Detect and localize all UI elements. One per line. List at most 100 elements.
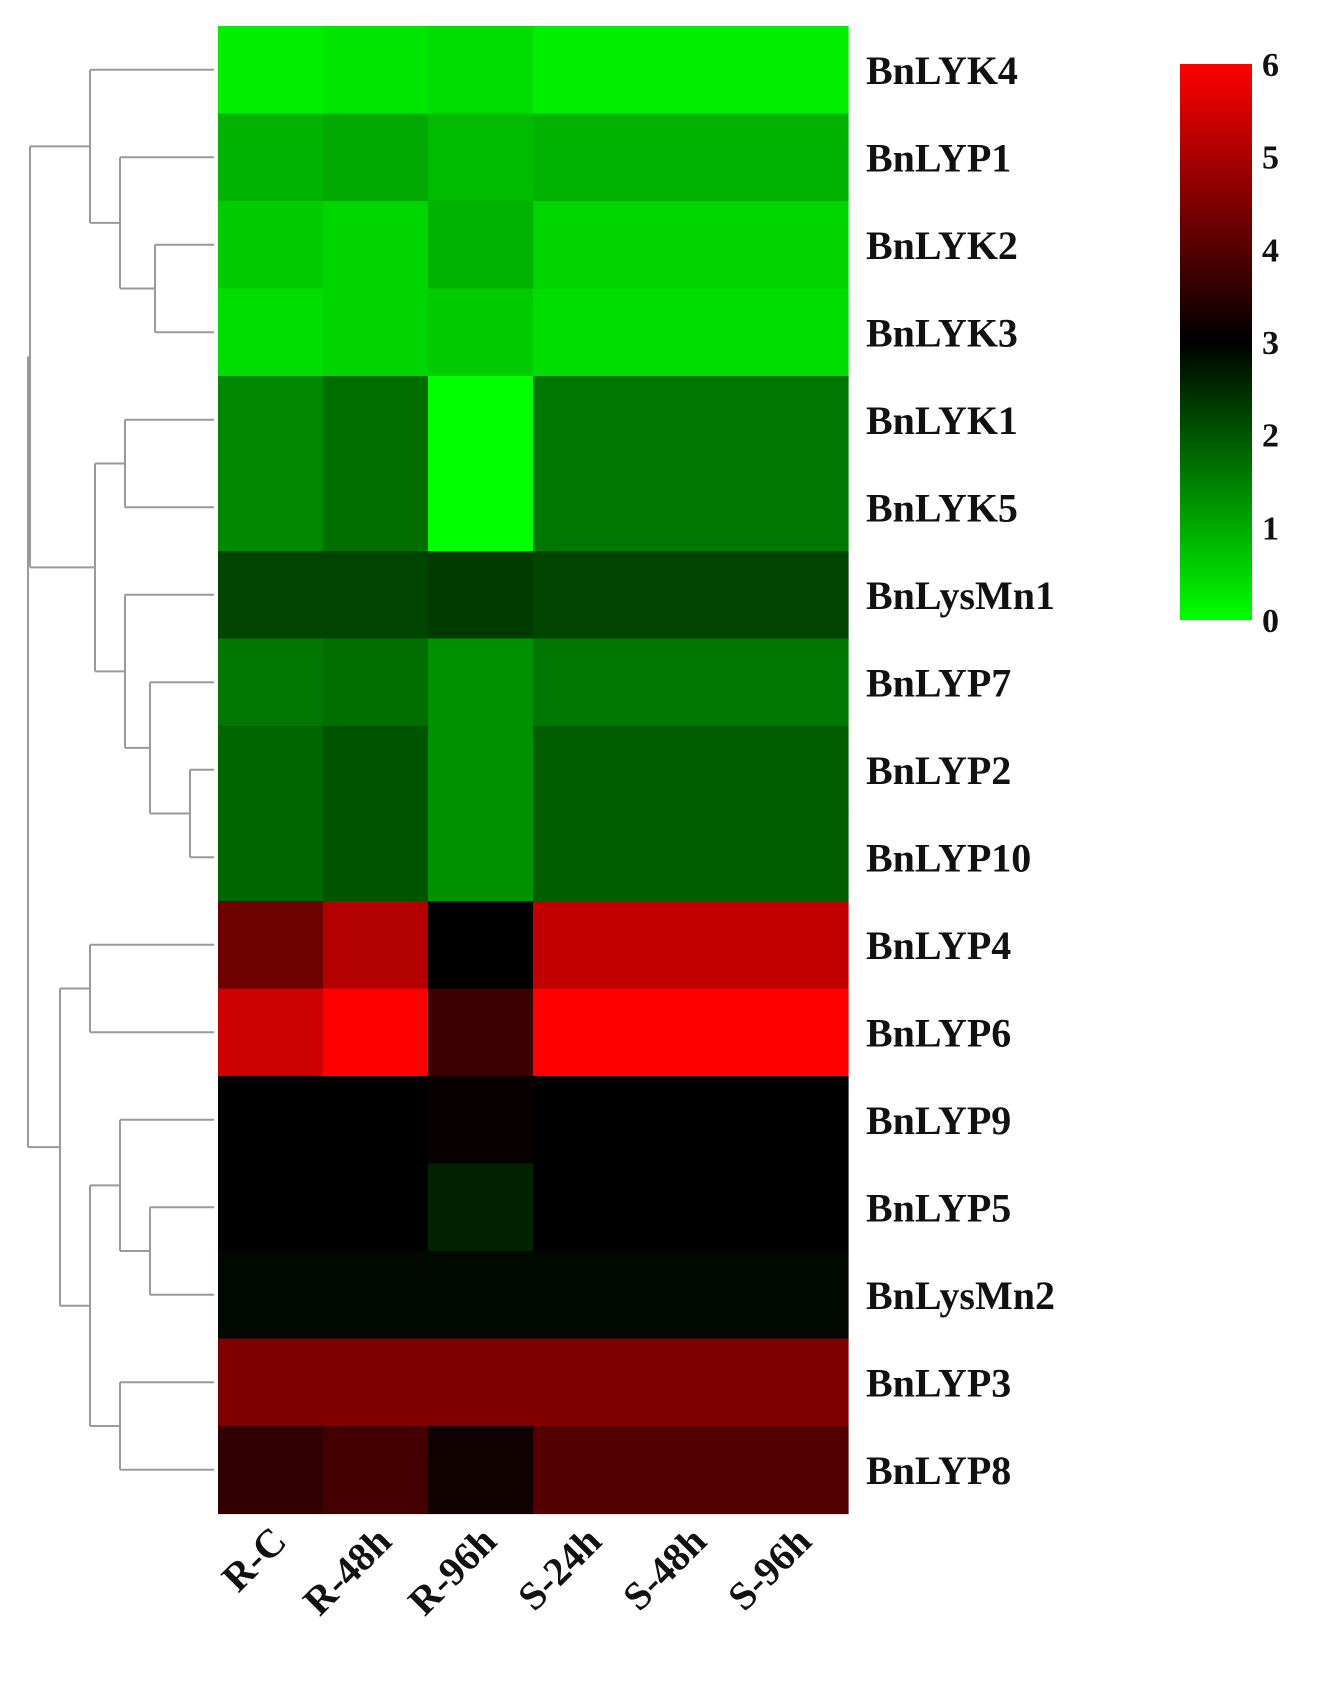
heatmap-cell	[533, 813, 639, 902]
heatmap-cell	[218, 988, 324, 1077]
heatmap-cell	[743, 1426, 849, 1515]
heatmap-cell	[743, 288, 849, 377]
color-scale-bar	[1180, 64, 1252, 620]
heatmap-cell	[323, 113, 429, 202]
row-label: BnLYK3	[866, 310, 1018, 355]
heatmap-cell	[323, 551, 429, 640]
heatmap-cell	[323, 288, 429, 377]
heatmap-cell	[218, 376, 324, 465]
heatmap-cell	[428, 113, 534, 202]
heatmap-cell	[428, 1338, 534, 1427]
row-label: BnLYK2	[866, 223, 1018, 268]
row-label: BnLYP6	[866, 1010, 1011, 1055]
heatmap-cell	[743, 813, 849, 902]
column-label: R-C	[213, 1518, 295, 1600]
color-scale-legend: 0 1 2 3 4 5 6	[1180, 47, 1279, 640]
heatmap-cell	[218, 1076, 324, 1165]
heatmap-cell	[218, 113, 324, 202]
heatmap-cell	[533, 638, 639, 727]
heatmap-cell	[638, 113, 744, 202]
heatmap-cell	[743, 726, 849, 815]
heatmap-cell	[743, 113, 849, 202]
heatmap-cell	[743, 551, 849, 640]
heatmap-cell	[638, 1076, 744, 1165]
color-scale-ticks: 0 1 2 3 4 5 6	[1262, 47, 1279, 640]
heatmap-cell	[533, 201, 639, 290]
heatmap-cell	[533, 901, 639, 990]
row-label: BnLYP4	[866, 923, 1011, 968]
row-label: BnLYP2	[866, 748, 1011, 793]
heatmap-cell	[743, 26, 849, 115]
heatmap-cell	[218, 1338, 324, 1427]
color-scale-tick-label: 4	[1262, 232, 1279, 269]
heatmap-cell	[218, 1163, 324, 1252]
heatmap-cell	[533, 1251, 639, 1340]
column-label: S-24h	[509, 1518, 610, 1619]
heatmap-cell	[218, 551, 324, 640]
heatmap-cell	[638, 288, 744, 377]
heatmap-cell	[323, 26, 429, 115]
heatmap-cell	[638, 463, 744, 552]
heatmap-cell	[533, 726, 639, 815]
heatmap-cell	[638, 988, 744, 1077]
heatmap-cell	[428, 1163, 534, 1252]
color-scale-tick-label: 6	[1262, 47, 1279, 84]
color-scale-tick-label: 5	[1262, 140, 1279, 177]
row-labels: BnLYK4 BnLYP1 BnLYK2 BnLYK3 BnLYK1 BnLYK5 BnLy…	[866, 48, 1055, 1493]
heatmap-cell	[533, 463, 639, 552]
heatmap-cell	[428, 26, 534, 115]
heatmap-cell	[533, 988, 639, 1077]
heatmap-cell	[218, 201, 324, 290]
heatmap-cell	[428, 813, 534, 902]
heatmap-cell	[428, 1076, 534, 1165]
row-label: BnLYP8	[866, 1448, 1011, 1493]
heatmap-cell	[428, 551, 534, 640]
color-scale-tick-label: 2	[1262, 418, 1279, 455]
heatmap-cell	[743, 901, 849, 990]
color-scale-tick-label: 3	[1262, 325, 1279, 362]
row-label: BnLysMn2	[866, 1273, 1055, 1318]
heatmap-cell	[428, 288, 534, 377]
row-label: BnLYK4	[866, 48, 1018, 93]
heatmap-cell	[218, 813, 324, 902]
column-label: R-48h	[294, 1518, 400, 1624]
heatmap-cell	[638, 1426, 744, 1515]
row-label: BnLYP3	[866, 1360, 1011, 1405]
heatmap-cell	[638, 726, 744, 815]
heatmap-cell	[323, 1338, 429, 1427]
heatmap-cell	[533, 26, 639, 115]
heatmap-cell	[638, 26, 744, 115]
heatmap-cell	[638, 1251, 744, 1340]
heatmap-cell	[218, 463, 324, 552]
heatmap-cell	[323, 463, 429, 552]
heatmap-cell	[638, 551, 744, 640]
heatmap-cell	[533, 1426, 639, 1515]
heatmap-cell	[428, 201, 534, 290]
row-label: BnLYP7	[866, 660, 1011, 705]
row-dendrogram	[27, 68, 214, 1471]
heatmap-cell	[428, 726, 534, 815]
heatmap-cell	[218, 1426, 324, 1515]
heatmap-cell	[638, 901, 744, 990]
heatmap-cell	[743, 463, 849, 552]
heatmap-cell	[638, 201, 744, 290]
heatmap-cell	[638, 638, 744, 727]
heatmap-cell	[743, 638, 849, 727]
heatmap-cell	[323, 1163, 429, 1252]
column-label: S-48h	[614, 1518, 715, 1619]
heatmap-cell	[323, 1251, 429, 1340]
heatmap-cell	[638, 1338, 744, 1427]
heatmap-cell	[218, 288, 324, 377]
row-label: BnLYK5	[866, 485, 1018, 530]
heatmap-cell	[638, 1163, 744, 1252]
heatmap-cell	[218, 638, 324, 727]
column-label: S-96h	[719, 1518, 820, 1619]
color-scale-tick-label: 1	[1262, 510, 1279, 547]
heatmap-cell	[533, 1076, 639, 1165]
heatmap-cell	[323, 201, 429, 290]
heatmap-cell	[743, 988, 849, 1077]
row-label: BnLYP10	[866, 835, 1031, 880]
heatmap-cell	[323, 376, 429, 465]
heatmap-cell	[533, 1338, 639, 1427]
